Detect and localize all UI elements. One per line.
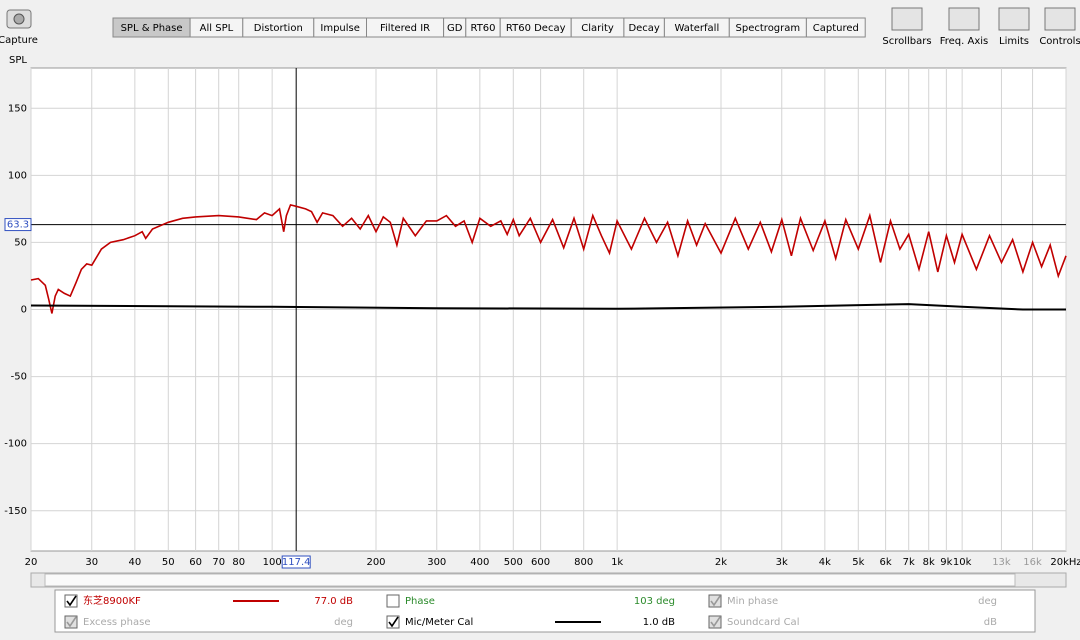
scrollbar-thumb[interactable] xyxy=(44,573,1016,587)
x-tick-label: 20 xyxy=(25,557,38,568)
y-tick-label: 0 xyxy=(21,305,27,316)
legend-value: dB xyxy=(984,617,997,628)
checkbox[interactable] xyxy=(386,594,400,608)
legend-value: 1.0 dB xyxy=(643,617,675,628)
tab-label[interactable]: GD xyxy=(447,23,463,34)
tool-icon[interactable] xyxy=(1044,7,1076,31)
checkmark xyxy=(710,595,721,607)
x-tick-label: 3k xyxy=(776,557,788,568)
cursor-readout-box xyxy=(4,218,32,232)
tab[interactable] xyxy=(805,17,866,38)
y-tick-label: 50 xyxy=(14,237,27,248)
legend-value: 103 deg xyxy=(634,596,675,607)
x-tick-label: 800 xyxy=(574,557,593,568)
tab-label[interactable]: Captured xyxy=(813,23,859,34)
x-tick-label: 60 xyxy=(189,557,202,568)
x-tick-label: 400 xyxy=(470,557,489,568)
tab-label[interactable]: Waterfall xyxy=(674,23,719,34)
y-tick-label: -50 xyxy=(11,372,27,383)
checkmark xyxy=(66,595,77,607)
tool-icon[interactable] xyxy=(948,7,980,31)
legend-value: 77.0 dB xyxy=(314,596,353,607)
legend-value: deg xyxy=(334,617,353,628)
y-axis-label: SPL xyxy=(9,55,27,66)
x-tick-label: 1k xyxy=(611,557,623,568)
tool-icon[interactable] xyxy=(891,7,923,31)
tool-label[interactable]: Freq. Axis xyxy=(940,36,989,47)
legend-value: deg xyxy=(978,596,997,607)
tab-label[interactable]: Filtered IR xyxy=(380,23,430,34)
x-tick-label: 80 xyxy=(232,557,245,568)
y-tick-label: 150 xyxy=(8,103,27,114)
tab-label[interactable]: Clarity xyxy=(581,23,614,34)
x-tick-label: 40 xyxy=(128,557,141,568)
legend-label[interactable]: Mic/Meter Cal xyxy=(405,617,473,628)
x-tick-label: 500 xyxy=(504,557,523,568)
x-tick-label: 5k xyxy=(852,557,864,568)
legend-label[interactable]: Phase xyxy=(405,596,435,607)
x-tick-label: 9k xyxy=(940,557,952,568)
cursor-readout: 63.3 xyxy=(7,220,29,231)
legend-label[interactable]: Min phase xyxy=(727,596,778,607)
x-tick-label: 30 xyxy=(85,557,98,568)
x-tick-label: 600 xyxy=(531,557,550,568)
checkmark xyxy=(388,616,399,628)
tool-label[interactable]: Limits xyxy=(999,36,1029,47)
series-line xyxy=(30,303,1066,311)
x-tick-label: 70 xyxy=(212,557,225,568)
tab-label[interactable]: Distortion xyxy=(254,23,303,34)
legend-panel xyxy=(54,589,1036,633)
x-tick-label: 10k xyxy=(953,557,972,568)
tab-label[interactable]: SPL & Phase xyxy=(121,23,183,34)
tab-label[interactable]: Spectrogram xyxy=(736,23,801,34)
x-tick-label: 300 xyxy=(427,557,446,568)
x-tick-label: 100 xyxy=(263,557,282,568)
legend-label[interactable]: Excess phase xyxy=(83,617,151,628)
series-line xyxy=(30,203,1067,314)
y-tick-label: 100 xyxy=(8,170,27,181)
tab-label[interactable]: All SPL xyxy=(200,23,234,34)
checkmark xyxy=(710,616,721,628)
x-tick-label: 50 xyxy=(162,557,175,568)
capture-label[interactable]: Capture xyxy=(0,35,38,46)
x-tick-label: 7k xyxy=(903,557,915,568)
x-tick-label: 200 xyxy=(366,557,385,568)
x-tick-label: 6k xyxy=(880,557,892,568)
tool-label[interactable]: Controls xyxy=(1039,36,1080,47)
checkmark xyxy=(66,616,77,628)
y-tick-label: -100 xyxy=(4,439,27,450)
tab-label[interactable]: RT60 Decay xyxy=(506,23,566,34)
y-tick-label: -150 xyxy=(4,506,27,517)
tab-label[interactable]: Decay xyxy=(628,23,659,34)
legend-label[interactable]: 东芝8900KF xyxy=(83,594,141,607)
x-tick-label: 2k xyxy=(715,557,727,568)
tool-icon[interactable] xyxy=(998,7,1030,31)
tab-label[interactable]: Impulse xyxy=(320,23,360,34)
x-tick-label: 8k xyxy=(923,557,935,568)
x-tick-label: 4k xyxy=(819,557,831,568)
cursor-readout: 117.4 xyxy=(282,557,311,568)
cursor-readout-box xyxy=(281,555,311,569)
capture-lens xyxy=(13,13,25,25)
x-tick-label: 20kHz xyxy=(1050,557,1080,568)
legend-label[interactable]: Soundcard Cal xyxy=(727,617,799,628)
x-tick-label: 16k xyxy=(1023,557,1042,568)
tab-label[interactable]: RT60 xyxy=(470,23,495,34)
x-tick-label: 13k xyxy=(992,557,1011,568)
tool-label[interactable]: Scrollbars xyxy=(882,36,931,47)
